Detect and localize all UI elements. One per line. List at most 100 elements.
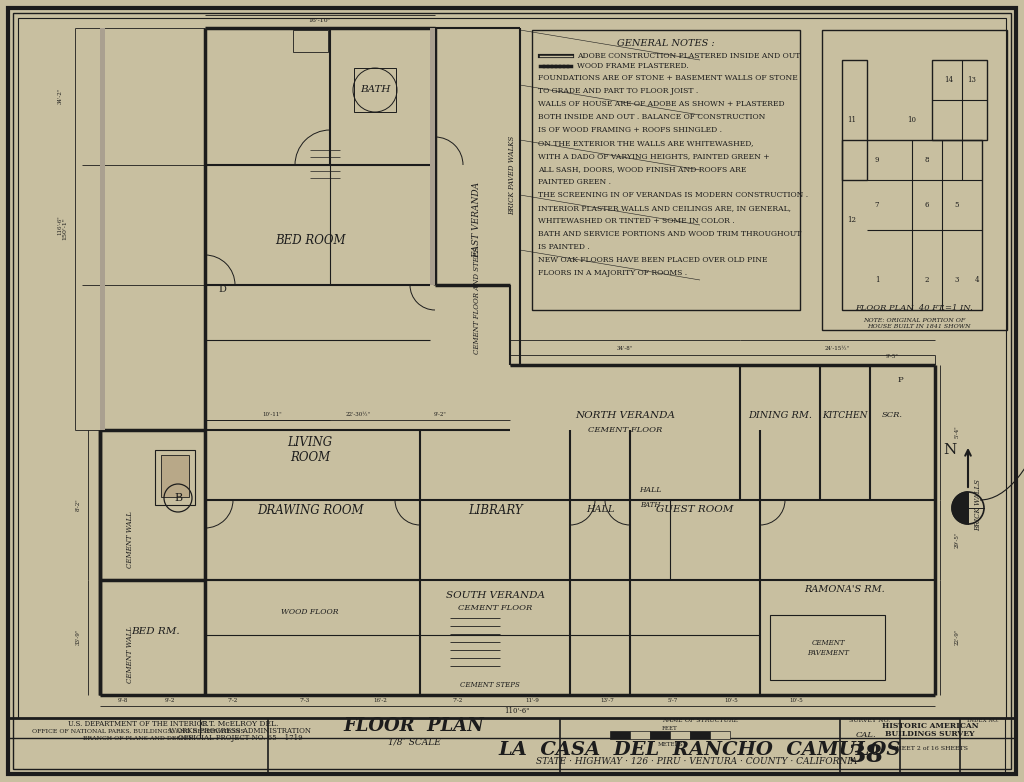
Text: CEMENT STEPS: CEMENT STEPS (460, 681, 520, 689)
Text: 10: 10 (907, 116, 916, 124)
Text: 29'-5": 29'-5" (954, 532, 959, 548)
Text: FLOOR  PLAN: FLOOR PLAN (344, 717, 484, 735)
Text: OFFICIAL PROJECT NO. 65 – 1719: OFFICIAL PROJECT NO. 65 – 1719 (178, 734, 302, 742)
Bar (670, 731, 690, 739)
Text: 33'-9": 33'-9" (76, 629, 81, 645)
Text: WHITEWASHED OR TINTED + SOME IN COLOR .: WHITEWASHED OR TINTED + SOME IN COLOR . (538, 217, 734, 225)
Text: BOTH INSIDE AND OUT . BALANCE OF CONSTRUCTION: BOTH INSIDE AND OUT . BALANCE OF CONSTRU… (538, 113, 765, 121)
Text: IS PAINTED .: IS PAINTED . (538, 243, 590, 251)
Text: 8'-2": 8'-2" (76, 499, 81, 511)
Text: 9'-2: 9'-2 (165, 698, 175, 702)
Text: 6: 6 (925, 201, 929, 209)
Text: WALLS OF HOUSE ARE OF ADOBE AS SHOWN + PLASTERED: WALLS OF HOUSE ARE OF ADOBE AS SHOWN + P… (538, 100, 784, 108)
Text: FLOORS IN A MAJORITY OF ROOMS .: FLOORS IN A MAJORITY OF ROOMS . (538, 269, 687, 277)
Bar (430, 28, 435, 285)
Bar (354, 68, 396, 112)
Text: METERS: METERS (657, 742, 683, 748)
Bar (293, 30, 328, 52)
Bar (532, 30, 800, 310)
Bar (155, 450, 195, 505)
Text: B: B (174, 493, 182, 503)
Bar (18, 18, 1006, 718)
Text: BATH: BATH (640, 501, 660, 509)
Text: FOUNDATIONS ARE OF STONE + BASEMENT WALLS OF STONE: FOUNDATIONS ARE OF STONE + BASEMENT WALL… (538, 74, 798, 82)
Text: ADOBE CONSTRUCTION PLASTERED INSIDE AND OUT.: ADOBE CONSTRUCTION PLASTERED INSIDE AND … (577, 52, 802, 60)
Text: EAST VERANDA: EAST VERANDA (472, 182, 481, 258)
Text: SURVEY NO.: SURVEY NO. (849, 719, 891, 723)
Text: CEMENT WALL: CEMENT WALL (126, 511, 134, 569)
Text: WOOD FRAME PLASTERED.: WOOD FRAME PLASTERED. (577, 62, 689, 70)
Text: WOOD FLOOR: WOOD FLOOR (282, 608, 339, 616)
Text: NAME OF STRUCTURE: NAME OF STRUCTURE (662, 718, 738, 723)
Text: CEMENT FLOOR: CEMENT FLOOR (458, 604, 532, 612)
Text: DINING RM.: DINING RM. (748, 411, 812, 419)
Text: N: N (943, 443, 956, 457)
Text: 7'-3: 7'-3 (300, 698, 310, 702)
Text: 5: 5 (954, 201, 959, 209)
Text: 5'-4": 5'-4" (954, 425, 959, 439)
Text: 16'-2: 16'-2 (373, 698, 387, 702)
Text: BRANCH OF PLANS AND DESIGN: BRANCH OF PLANS AND DESIGN (83, 736, 194, 741)
Text: HISTORIC AMERICAN: HISTORIC AMERICAN (882, 722, 978, 730)
Text: 10'-11": 10'-11" (262, 411, 282, 417)
Bar (932, 60, 987, 140)
Text: U.S. DEPARTMENT OF THE INTERIOR: U.S. DEPARTMENT OF THE INTERIOR (69, 720, 208, 728)
Text: 10'-5: 10'-5 (790, 698, 803, 702)
Text: WITH A DADO OF VARYING HEIGHTS, PAINTED GREEN +: WITH A DADO OF VARYING HEIGHTS, PAINTED … (538, 152, 770, 160)
Bar (690, 731, 710, 739)
Text: FLOOR PLAN  40 FT.=1 IN.: FLOOR PLAN 40 FT.=1 IN. (855, 304, 973, 312)
Polygon shape (952, 492, 968, 524)
Text: 11'-9: 11'-9 (525, 698, 540, 702)
Text: 1: 1 (874, 276, 880, 284)
Text: BRICK PAVED WALKS: BRICK PAVED WALKS (508, 135, 516, 214)
Text: BED RM.: BED RM. (131, 627, 179, 637)
Text: NOTE: ORIGINAL PORTION OF: NOTE: ORIGINAL PORTION OF (863, 317, 966, 322)
Bar (770, 615, 885, 680)
Text: BATH AND SERVICE PORTIONS AND WOOD TRIM THROUGHOUT: BATH AND SERVICE PORTIONS AND WOOD TRIM … (538, 230, 802, 238)
Text: 1/8″ SCALE: 1/8″ SCALE (387, 737, 440, 747)
Text: SOUTH VERANDA: SOUTH VERANDA (445, 590, 545, 600)
Text: 150'-1": 150'-1" (62, 217, 68, 240)
Text: NORTH VERANDA: NORTH VERANDA (575, 411, 675, 419)
Text: LIVING
ROOM: LIVING ROOM (288, 436, 333, 464)
Text: 2: 2 (925, 276, 929, 284)
Text: 11: 11 (848, 116, 856, 124)
Text: 116'-6": 116'-6" (57, 215, 62, 235)
Text: HALL: HALL (639, 486, 662, 494)
Bar (100, 28, 105, 430)
Text: FEET: FEET (663, 726, 678, 730)
Text: BUILDINGS SURVEY: BUILDINGS SURVEY (886, 730, 975, 738)
Text: 24'-15½": 24'-15½" (824, 346, 850, 350)
Text: 38: 38 (849, 743, 884, 767)
Bar (610, 731, 630, 739)
Text: 9'-5": 9'-5" (886, 353, 898, 358)
Bar (842, 140, 982, 310)
Bar (710, 731, 730, 739)
Text: P: P (897, 376, 903, 384)
Text: 7: 7 (874, 201, 880, 209)
Text: 8: 8 (925, 156, 929, 164)
Text: HOUSE BUILT IN 1841 SHOWN: HOUSE BUILT IN 1841 SHOWN (867, 325, 971, 329)
Text: PAINTED GREEN .: PAINTED GREEN . (538, 178, 611, 186)
Text: CEMENT FLOOR: CEMENT FLOOR (588, 426, 663, 434)
Text: CEMENT WALL: CEMENT WALL (126, 626, 134, 683)
Text: BED ROOM: BED ROOM (274, 234, 345, 246)
Text: CEMENT FLOOR AND STEPS: CEMENT FLOOR AND STEPS (473, 246, 481, 353)
Text: HALL: HALL (586, 505, 614, 515)
Bar (8, 718, 1016, 774)
Text: IS OF WOOD FRAMING + ROOFS SHINGLED .: IS OF WOOD FRAMING + ROOFS SHINGLED . (538, 126, 722, 134)
Bar (842, 60, 867, 180)
Text: DRAWING ROOM: DRAWING ROOM (257, 504, 364, 516)
Text: 7'-2: 7'-2 (227, 698, 238, 702)
Text: C.T. McELROY DEL.: C.T. McELROY DEL. (202, 720, 279, 728)
Text: WORKS PROGRESS ADMINISTRATION: WORKS PROGRESS ADMINISTRATION (169, 727, 311, 735)
Text: 10'-5: 10'-5 (724, 698, 738, 702)
Text: ALL SASH, DOORS, WOOD FINISH AND ROOFS ARE: ALL SASH, DOORS, WOOD FINISH AND ROOFS A… (538, 165, 746, 173)
Text: D: D (218, 285, 226, 295)
Text: KITCHEN: KITCHEN (822, 411, 867, 419)
Text: CAL.: CAL. (856, 731, 877, 739)
Bar (650, 731, 670, 739)
Text: INTERIOR PLASTER WALLS AND CEILINGS ARE, IN GENERAL,: INTERIOR PLASTER WALLS AND CEILINGS ARE,… (538, 204, 791, 212)
Text: SCR.: SCR. (882, 411, 902, 419)
Text: NEW OAK FLOORS HAVE BEEN PLACED OVER OLD PINE: NEW OAK FLOORS HAVE BEEN PLACED OVER OLD… (538, 256, 768, 264)
